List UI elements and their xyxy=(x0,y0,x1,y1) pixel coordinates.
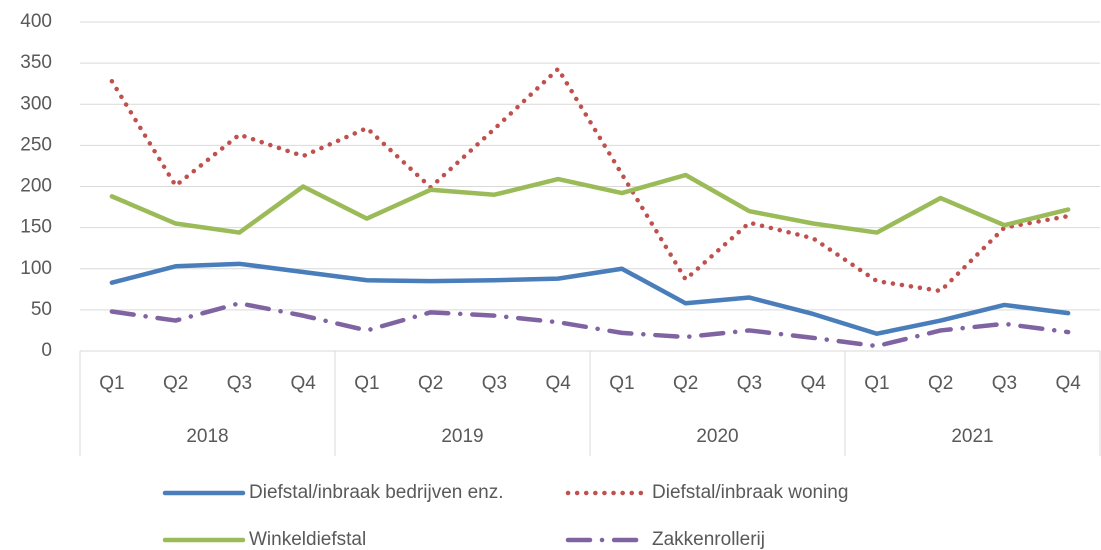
y-tick-label: 350 xyxy=(20,52,52,73)
y-tick-label: 100 xyxy=(20,258,52,279)
y-tick-label: 50 xyxy=(31,299,52,320)
x-group-label: 2021 xyxy=(951,426,993,447)
x-tick-label: Q2 xyxy=(673,373,698,394)
x-group-label: 2020 xyxy=(696,426,738,447)
y-tick-label: 150 xyxy=(20,217,52,238)
y-tick-label: 0 xyxy=(41,340,52,361)
x-tick-label: Q4 xyxy=(290,373,316,394)
data-line xyxy=(109,66,1071,294)
x-tick-label: Q1 xyxy=(99,373,124,394)
x-group-label: 2018 xyxy=(186,426,228,447)
x-group-label: 2019 xyxy=(441,426,483,447)
x-tick-label: Q1 xyxy=(864,373,889,394)
legend-label: Diefstal/inbraak bedrijven enz. xyxy=(249,482,504,503)
x-tick-label: Q4 xyxy=(1055,373,1081,394)
legend-label: Zakkenrollerij xyxy=(652,529,765,550)
x-tick-label: Q1 xyxy=(609,373,634,394)
y-tick-label: 200 xyxy=(20,176,52,197)
x-tick-label: Q3 xyxy=(737,373,762,394)
x-tick-label: Q3 xyxy=(227,373,252,394)
x-tick-label: Q3 xyxy=(482,373,507,394)
x-tick-label: Q1 xyxy=(354,373,379,394)
y-tick-label: 250 xyxy=(20,134,52,155)
data-line xyxy=(109,261,1071,336)
x-tick-label: Q2 xyxy=(163,373,188,394)
data-line xyxy=(109,172,1071,235)
y-tick-label: 400 xyxy=(20,11,52,32)
x-tick-label: Q2 xyxy=(928,373,953,394)
legend-label: Winkeldiefstal xyxy=(249,529,366,550)
x-tick-label: Q4 xyxy=(800,373,826,394)
y-tick-label: 300 xyxy=(20,93,52,114)
legend-label: Diefstal/inbraak woning xyxy=(652,482,848,503)
x-tick-label: Q4 xyxy=(545,373,571,394)
x-tick-label: Q2 xyxy=(418,373,443,394)
x-tick-label: Q3 xyxy=(992,373,1017,394)
